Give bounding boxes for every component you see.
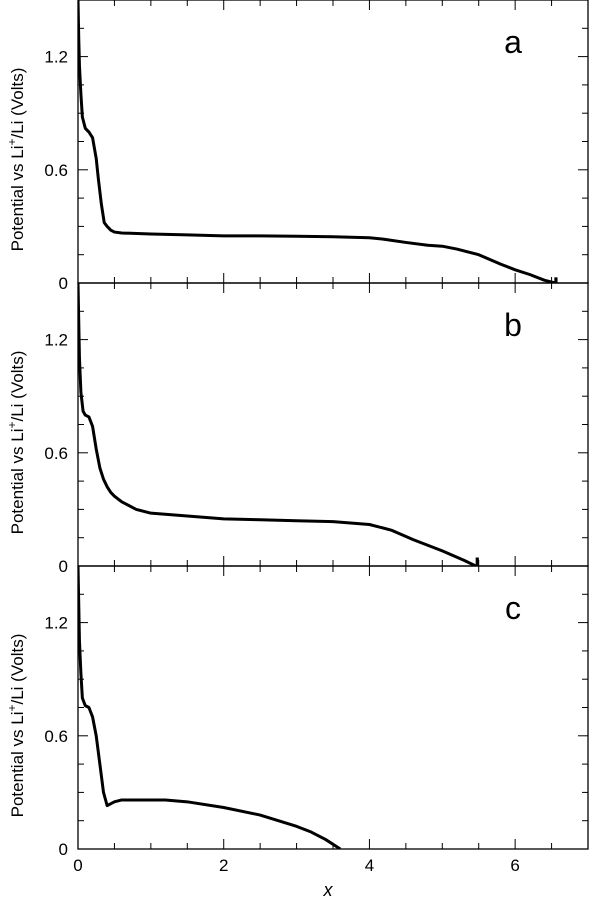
x-tick-label: 0 [73, 856, 82, 875]
x-tick-label: 4 [365, 856, 374, 875]
x-tick-label: 2 [219, 856, 228, 875]
y-tick-label: 0.6 [44, 161, 68, 180]
y-axis-title-superscript: + [5, 139, 19, 146]
discharge-curve [78, 0, 557, 283]
y-axis-title-text: Potential vs Li [8, 429, 27, 535]
panel-c: 0 0.6 1.2 0 2 4 6 Potential vs Li+/Li (Volts) c x [5, 565, 589, 900]
y-tick-label: 0 [59, 557, 68, 576]
y-axis-title-text: Potential vs Li [8, 712, 27, 818]
discharge-curve [78, 566, 342, 849]
x-axis-title: x [323, 880, 334, 900]
discharge-curve [78, 283, 477, 566]
y-axis-title-superscript: + [5, 422, 19, 429]
y-axis-title-text: Potential vs Li [8, 146, 27, 252]
x-tick-label: 6 [510, 856, 519, 875]
y-axis-title: Potential vs Li+/Li (Volts) [5, 634, 27, 818]
panel-a: 0 0.6 1.2 Potential vs Li+/Li (Volts) a [5, 0, 589, 293]
y-axis-title-text: /Li (Volts) [8, 351, 27, 422]
panel-label: c [505, 590, 521, 626]
y-axis-title-text: /Li (Volts) [8, 68, 27, 139]
panel-label: a [504, 24, 522, 60]
y-tick-label: 0 [59, 840, 68, 859]
y-axis-title-superscript: + [5, 705, 19, 712]
y-tick-label: 1.2 [44, 331, 68, 350]
y-axis-title: Potential vs Li+/Li (Volts) [5, 68, 27, 252]
y-tick-label: 0 [59, 274, 68, 293]
y-tick-label: 0.6 [44, 444, 68, 463]
y-tick-label: 0.6 [44, 727, 68, 746]
y-tick-label: 1.2 [44, 614, 68, 633]
y-tick-label: 1.2 [44, 48, 68, 67]
panel-label: b [504, 307, 522, 343]
y-axis-title-text: /Li (Volts) [8, 634, 27, 705]
y-axis-title: Potential vs Li+/Li (Volts) [5, 351, 27, 535]
panel-b: 0 0.6 1.2 Potential vs Li+/Li (Volts) b [5, 282, 589, 576]
